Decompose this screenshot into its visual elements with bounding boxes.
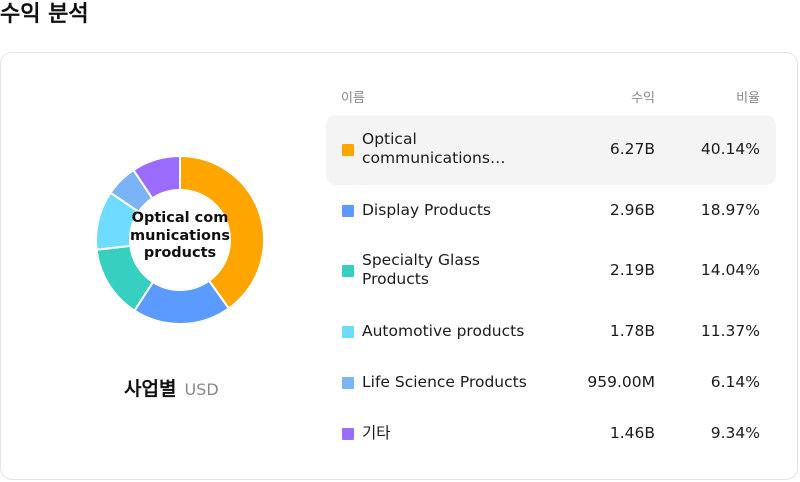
row-name: Automotive products [362,322,537,341]
row-name: Optical communications products [362,130,537,168]
row-name-text: Specialty Glass Products [362,251,480,288]
row-name-text: Optical communications products [362,130,490,167]
table-body: Optical communications products 6.27B 40.1… [326,115,776,459]
table-row[interactable]: Optical communications products 6.27B 40.1… [326,115,776,185]
revenue-table: 이름 수익 비율 Optical communications products… [326,75,776,459]
row-revenue: 959.00M [587,372,655,391]
donut-center-label: Optical communications products [130,210,230,272]
row-ratio: 11.37% [700,321,760,340]
row-name: Life Science Products [362,373,537,392]
header-name: 이름 [341,91,365,106]
row-revenue: 1.78B [609,321,655,340]
row-name-text: Life Science Products [362,372,527,391]
legend-swatch [342,265,354,277]
header-revenue: 수익 [631,91,655,106]
revenue-card: Optical communications products 사업별 USD 이… [0,52,798,480]
row-name: 기타 [362,424,537,443]
row-ratio: 14.04% [700,261,760,279]
row-ratio: 9.34% [710,423,760,442]
legend-swatch [342,204,354,217]
row-revenue: 2.96B [609,200,655,219]
caption-grouping: 사업별 [124,378,177,400]
row-revenue: 2.19B [609,261,655,279]
table-row[interactable]: Display Products 2.96B 18.97% [326,185,776,236]
row-name-text: Automotive products [362,321,525,340]
table-row[interactable]: 기타 1.46B 9.34% [326,408,776,459]
row-ratio: 40.14% [700,140,760,158]
chart-caption: 사업별 USD [124,377,219,402]
caption-unit: USD [184,380,219,399]
legend-swatch [342,376,354,389]
legend-swatch [342,325,354,338]
donut-chart[interactable]: Optical communications products [95,155,265,325]
row-revenue: 1.46B [609,423,655,442]
table-row[interactable]: Automotive products 1.78B 11.37% [326,306,776,357]
table-row[interactable]: Life Science Products 959.00M 6.14% [326,357,776,408]
donut-slice[interactable] [132,155,181,200]
donut-center-text: Optical communications products [130,210,230,261]
legend-swatch [342,427,354,440]
table-header: 이름 수익 비율 [326,75,776,115]
donut-svg [95,155,265,325]
page-title: 수익 분석 [0,2,89,27]
donut-slice[interactable] [179,155,265,310]
row-revenue: 6.27B [609,140,655,158]
table-row[interactable]: Specialty Glass Products 2.19B 14.04% [326,236,776,306]
row-ratio: 18.97% [700,200,760,219]
row-ratio: 6.14% [710,372,760,391]
row-name-text: 기타 [362,423,391,442]
header-ratio: 비율 [736,91,760,106]
row-name-text: Display Products [362,200,491,219]
legend-swatch [342,144,354,156]
row-name: Specialty Glass Products [362,251,537,289]
row-name: Display Products [362,201,537,220]
